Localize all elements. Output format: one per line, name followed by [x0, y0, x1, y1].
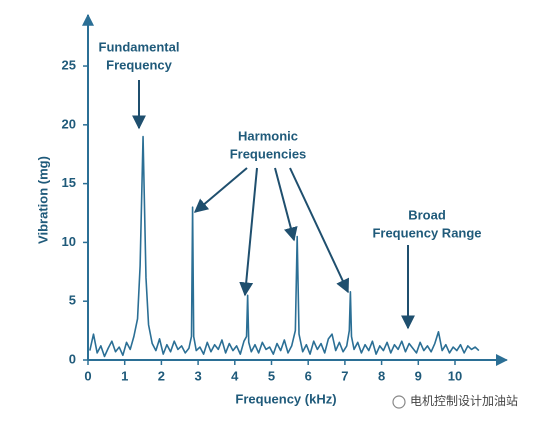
y-tick-label: 20	[62, 116, 76, 131]
arrows	[132, 80, 415, 330]
x-tick-label: 8	[378, 368, 385, 383]
y-tick-label: 15	[62, 175, 76, 190]
annotation: Harmonic	[238, 128, 298, 143]
x-tick-label: 1	[121, 368, 128, 383]
spectrum-line	[89, 135, 480, 358]
x-tick-label: 7	[341, 368, 348, 383]
annotation: Broad	[408, 207, 446, 222]
x-tick-label: 5	[268, 368, 275, 383]
arrow	[193, 167, 248, 213]
y-tick-label: 10	[62, 234, 76, 249]
x-tick-label: 2	[158, 368, 165, 383]
arrow	[289, 167, 350, 294]
watermark-icon	[392, 395, 406, 409]
y-axis-title: Vibration (mg)	[35, 156, 50, 244]
y-tick-label: 0	[69, 351, 76, 366]
x-tick-label: 0	[84, 368, 91, 383]
x-tick-label: 9	[415, 368, 422, 383]
x-tick-label: 10	[448, 368, 462, 383]
y-tick-label: 5	[69, 293, 76, 308]
watermark: 电机控制设计加油站	[410, 394, 518, 408]
annotation: Frequencies	[230, 146, 307, 161]
x-tick-label: 6	[305, 368, 312, 383]
y-tick-label: 25	[62, 57, 76, 72]
arrow	[239, 167, 258, 297]
x-tick-label: 3	[194, 368, 201, 383]
annotation: Fundamental	[99, 39, 180, 54]
annotation: Frequency Range	[372, 225, 481, 240]
annotation: Frequency	[106, 57, 173, 72]
x-tick-label: 4	[231, 368, 239, 383]
x-axis-title: Frequency (kHz)	[235, 391, 336, 406]
arrow	[274, 167, 298, 242]
